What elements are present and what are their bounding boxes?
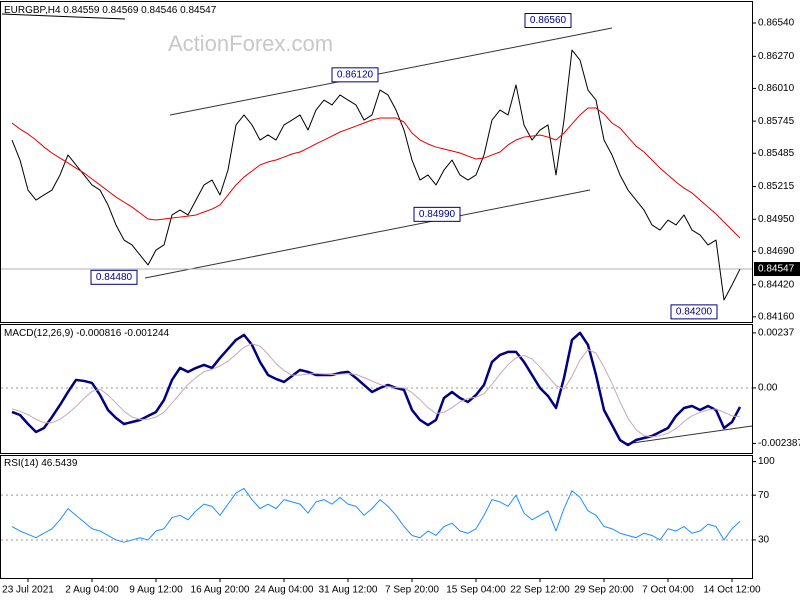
close: 0.84547 — [180, 5, 217, 16]
rsi-header: RSI(14) 46.5439 — [4, 458, 78, 469]
y-tick-label: 0.00237 — [758, 328, 795, 339]
price-annotation-box — [670, 304, 718, 320]
macd-trendline — [624, 425, 753, 445]
signal-value: -0.001244 — [124, 328, 169, 339]
macd-panel — [0, 324, 753, 454]
current-price-box — [754, 262, 800, 277]
y-tick-label: 0.85485 — [758, 148, 795, 159]
price-annotation-label: 0.84480 — [96, 272, 133, 283]
y-tick-label: 0.84950 — [758, 214, 795, 225]
x-tick-label: 14 Oct 12:00 — [703, 585, 761, 596]
channel-lower — [144, 189, 591, 279]
macd-header: MACD(12,26,9) -0.000816 -0.001244 — [4, 328, 170, 339]
y-tick-label: 0.85215 — [758, 181, 795, 192]
y-tick-label: 0.84160 — [758, 311, 795, 322]
x-tick-label: 31 Aug 12:00 — [319, 585, 378, 596]
price-header: EURGBP,H4 0.84559 0.84569 0.84546 0.8454… — [4, 5, 217, 16]
y-tick-label: 0.86540 — [758, 18, 795, 29]
series-line — [11, 331, 742, 447]
price-annotation-box — [331, 67, 379, 83]
x-tick-label: 16 Aug 20:00 — [191, 585, 250, 596]
x-tick-label: 7 Sep 20:00 — [385, 585, 439, 596]
y-tick-label: 0.00 — [758, 383, 778, 394]
x-tick-label: 22 Sep 12:00 — [510, 585, 570, 596]
rsi-panel — [0, 455, 753, 579]
price-annotation-label: 0.84200 — [676, 307, 713, 318]
price-annotation-box — [413, 206, 461, 222]
y-tick-label: 0.84690 — [758, 246, 795, 257]
low: 0.84546 — [141, 5, 178, 16]
y-tick-label: -0.002387 — [758, 438, 800, 449]
watermark: ActionForex.com — [168, 31, 333, 56]
x-tick-label: 7 Oct 04:00 — [642, 585, 694, 596]
high: 0.84569 — [102, 5, 139, 16]
rsi-value: 46.5439 — [41, 458, 78, 469]
series-line — [11, 49, 741, 301]
macd-value: -0.000816 — [76, 328, 121, 339]
x-tick-label: 23 Jul 2021 — [2, 585, 54, 596]
drawn-line — [1, 13, 126, 20]
y-tick-label: 70 — [758, 490, 770, 501]
y-tick-label: 0.86270 — [758, 51, 795, 62]
y-tick-label: 100 — [758, 456, 775, 467]
open: 0.84559 — [63, 5, 100, 16]
y-tick-label: 30 — [758, 535, 770, 546]
symbol: EURGBP,H4 — [4, 5, 61, 16]
rsi-title: RSI(14) — [4, 458, 38, 469]
price-annotation-box — [524, 13, 572, 29]
macd-title: MACD(12,26,9) — [4, 328, 73, 339]
x-tick-label: 2 Aug 04:00 — [65, 585, 119, 596]
x-tick-label: 29 Sep 20:00 — [574, 585, 634, 596]
price-panel — [0, 1, 753, 323]
price-annotation-label: 0.86560 — [530, 15, 567, 26]
y-tick-label: 0.85745 — [758, 116, 795, 127]
x-tick-label: 9 Aug 12:00 — [129, 585, 183, 596]
y-tick-label: 0.86010 — [758, 83, 795, 94]
current-price-label: 0.84547 — [758, 264, 795, 275]
price-annotation-label: 0.86120 — [337, 69, 374, 80]
y-tick-label: 0.84420 — [758, 279, 795, 290]
series-line — [11, 487, 741, 543]
price-annotation-label: 0.84990 — [419, 209, 456, 220]
series-line — [11, 107, 741, 239]
price-annotation-box — [90, 269, 138, 285]
channel-upper — [169, 27, 613, 116]
x-tick-label: 24 Aug 04:00 — [255, 585, 314, 596]
series-line — [11, 343, 741, 438]
x-tick-label: 15 Sep 04:00 — [446, 585, 506, 596]
